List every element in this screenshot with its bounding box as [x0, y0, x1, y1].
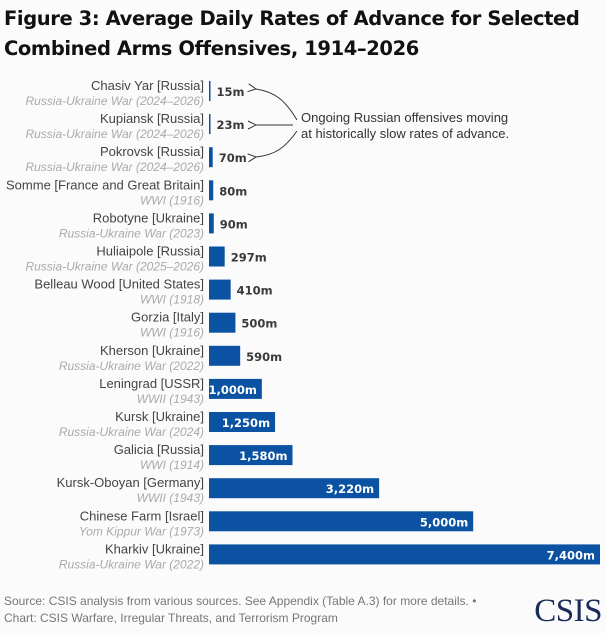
bar-row: Kupiansk [Russia]Russia-Ukraine War (202… — [25, 111, 244, 141]
bar — [209, 180, 214, 201]
category-label: Chasiv Yar [Russia] — [91, 78, 204, 93]
chart-rows: Chasiv Yar [Russia]Russia-Ukraine War (2… — [6, 78, 600, 571]
bar — [209, 213, 214, 234]
bar-row: Robotyne [Ukraine]Russia-Ukraine War (20… — [59, 210, 248, 240]
bar — [209, 378, 262, 399]
bar-row: Huliaipole [Russia]Russia-Ukraine War (2… — [25, 244, 266, 274]
annotation-arrow — [256, 130, 298, 157]
bar — [209, 246, 225, 267]
conflict-label: Russia-Ukraine War (2023) — [59, 226, 204, 240]
bar — [209, 412, 276, 432]
value-label: 80m — [219, 184, 247, 198]
conflict-label: Russia-Ukraine War (2024–2026) — [25, 94, 204, 108]
conflict-label: Russia-Ukraine War (2022) — [59, 359, 204, 373]
conflict-label: WWI (1916) — [140, 326, 204, 340]
bar-row: Chasiv Yar [Russia]Russia-Ukraine War (2… — [25, 78, 244, 108]
annotation: Ongoing Russian offensives moving at his… — [256, 89, 509, 157]
category-label: Huliaipole [Russia] — [96, 244, 204, 259]
category-label: Leningrad [USSR] — [99, 376, 204, 391]
category-label: Belleau Wood [United States] — [34, 277, 204, 292]
conflict-label: WWI (1916) — [140, 193, 204, 207]
category-label: Gorzia [Italy] — [131, 310, 204, 325]
category-label: Kharkiv [Ukraine] — [105, 541, 204, 556]
value-label: 1,580m — [239, 449, 287, 463]
bar-row: Galicia [Russia]WWI (1914) 1,580m — [114, 442, 293, 472]
value-label: 15m — [217, 85, 245, 99]
value-label: 23m — [217, 118, 245, 132]
conflict-label: WWII (1943) — [137, 392, 204, 406]
value-label: 1,000m — [208, 383, 256, 397]
conflict-label: Russia-Ukraine War (2025–2026) — [25, 260, 204, 274]
annotation-text-line-1: Ongoing Russian offensives moving — [301, 110, 508, 125]
conflict-label: Russia-Ukraine War (2024–2026) — [25, 160, 204, 174]
category-label: Somme [France and Great Britain] — [6, 177, 204, 192]
chart-title: Figure 3: Average Daily Rates of Advance… — [4, 7, 580, 60]
bar-row: Kherson [Ukraine]Russia-Ukraine War (202… — [59, 343, 282, 373]
bar-row: Leningrad [USSR]WWII (1943) 1,000m — [99, 376, 262, 406]
value-label: 90m — [220, 217, 248, 231]
bar-row: Kharkiv [Ukraine]Russia-Ukraine War (202… — [59, 541, 600, 571]
category-label: Robotyne [Ukraine] — [93, 210, 204, 225]
category-label: Galicia [Russia] — [114, 442, 204, 457]
bar-row: Gorzia [Italy]WWI (1916) 500m — [131, 310, 277, 340]
bar-row: Kursk-Oboyan [Germany]WWII (1943) 3,220m — [57, 475, 380, 505]
conflict-label: Yom Kippur War (1973) — [79, 524, 204, 538]
footer: Source: CSIS analysis from various sourc… — [4, 593, 524, 627]
csis-logo: CSIS — [534, 593, 602, 629]
annotation-arrow — [256, 89, 298, 121]
category-label: Kherson [Ukraine] — [100, 343, 204, 358]
value-label: 7,400m — [547, 548, 595, 562]
value-label: 3,220m — [326, 482, 374, 496]
conflict-label: Russia-Ukraine War (2024) — [59, 425, 204, 439]
bar — [209, 114, 211, 135]
category-label: Kursk [Ukraine] — [115, 409, 204, 424]
category-label: Kursk-Oboyan [Germany] — [57, 475, 204, 490]
value-label: 297m — [231, 251, 267, 265]
category-label: Pokrovsk [Russia] — [100, 144, 204, 159]
bar-row: Kursk [Ukraine]Russia-Ukraine War (2024)… — [59, 409, 276, 439]
bar — [209, 544, 600, 565]
value-label: 590m — [246, 350, 282, 364]
bar — [209, 511, 474, 532]
bar-row: Somme [France and Great Britain]WWI (191… — [6, 177, 247, 207]
conflict-label: Russia-Ukraine War (2022) — [59, 557, 204, 571]
value-label: 500m — [241, 317, 277, 331]
bar — [209, 312, 236, 333]
value-label: 70m — [219, 151, 247, 165]
conflict-label: WWI (1918) — [140, 293, 204, 307]
conflict-label: Russia-Ukraine War (2024–2026) — [25, 127, 204, 141]
bar — [209, 478, 380, 499]
category-label: Kupiansk [Russia] — [100, 111, 204, 126]
value-label: 5,000m — [420, 515, 468, 529]
value-label: 410m — [237, 284, 273, 298]
source-note: Source: CSIS analysis from various sourc… — [4, 594, 477, 608]
bar-row: Chinese Farm [Israel]Yom Kippur War (197… — [79, 508, 474, 538]
bar — [209, 445, 293, 466]
bar-row: Belleau Wood [United States]WWI (1918) 41… — [34, 277, 272, 307]
category-label: Chinese Farm [Israel] — [80, 508, 204, 523]
conflict-label: WWII (1943) — [137, 491, 204, 505]
value-label: 1,250m — [222, 416, 270, 430]
bar — [209, 147, 213, 168]
annotation-text-line-2: at historically slow rates of advance. — [301, 126, 509, 141]
conflict-label: WWI (1914) — [140, 458, 204, 472]
bar-row: Pokrovsk [Russia]Russia-Ukraine War (202… — [25, 144, 246, 174]
bar — [209, 345, 241, 366]
bar — [209, 279, 231, 300]
credit-note: Chart: CSIS Warfare, Irregular Threats, … — [4, 611, 338, 625]
bar-chart: Chasiv Yar [Russia]Russia-Ukraine War (2… — [6, 78, 600, 571]
bar — [209, 81, 211, 101]
